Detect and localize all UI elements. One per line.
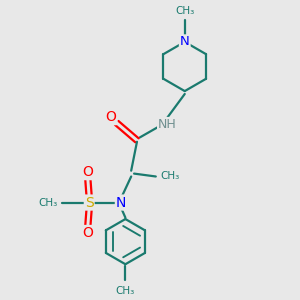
Text: O: O	[82, 226, 93, 240]
Text: CH₃: CH₃	[116, 286, 135, 296]
Text: NH: NH	[158, 118, 177, 131]
Text: O: O	[106, 110, 116, 124]
Text: N: N	[116, 196, 126, 210]
Text: CH₃: CH₃	[160, 172, 179, 182]
Text: CH₃: CH₃	[38, 198, 57, 208]
Text: O: O	[82, 165, 93, 179]
Text: N: N	[180, 35, 190, 48]
Text: CH₃: CH₃	[175, 6, 194, 16]
Text: S: S	[85, 196, 94, 210]
